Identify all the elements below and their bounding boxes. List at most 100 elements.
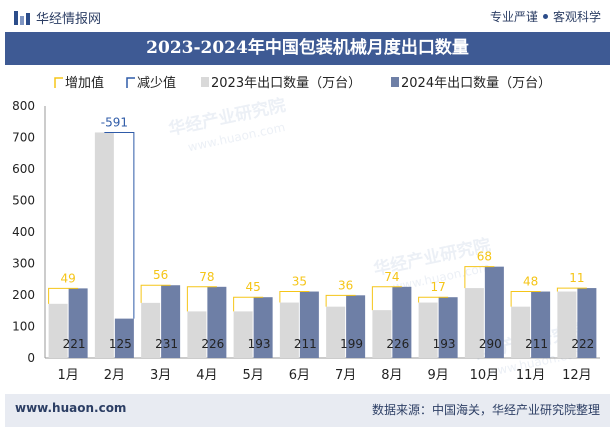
y-tick-label: 500 — [12, 194, 35, 208]
change-bracket — [418, 296, 449, 303]
change-label: 45 — [245, 280, 260, 294]
y-tick-label: 0 — [27, 351, 35, 365]
change-bracket — [104, 131, 135, 319]
brand-name: 华经情报网 — [36, 12, 102, 27]
tagline-left: 专业严谨 — [489, 10, 538, 24]
bar-2023 — [418, 302, 438, 358]
bar-2024 — [253, 297, 273, 358]
y-tick-label: 600 — [12, 162, 35, 176]
x-tick-label: 7月 — [335, 368, 356, 383]
y-tick-label: 400 — [12, 225, 35, 239]
bar-2023 — [279, 302, 299, 358]
bar-2024 — [161, 285, 181, 358]
footer-url[interactable]: www.huaon.com — [15, 401, 127, 415]
x-tick-label: 9月 — [427, 368, 448, 383]
y-tick-label: 800 — [12, 99, 35, 113]
x-tick-label: 4月 — [196, 368, 217, 383]
change-bracket — [464, 266, 495, 289]
value-label-2024: 211 — [294, 337, 317, 351]
change-bracket — [233, 296, 264, 312]
change-label: 48 — [523, 275, 538, 289]
tagline-right: 客观科学 — [552, 10, 601, 24]
bar-2023 — [141, 302, 161, 358]
legend-label-increase: 增加值 — [65, 75, 104, 91]
change-label: 74 — [384, 270, 399, 284]
bar-2024 — [484, 266, 504, 358]
value-label-2024: 226 — [386, 337, 409, 351]
tagline: 专业严谨 客观科学 — [490, 8, 601, 25]
value-label-2024: 290 — [479, 337, 502, 351]
value-label-2024: 125 — [109, 337, 132, 351]
legend-label-2023: 2023年出口数量（万台） — [211, 76, 361, 91]
change-bracket — [48, 287, 79, 304]
bar-2024 — [207, 286, 227, 358]
bar-2023 — [187, 311, 207, 358]
x-tick-label: 6月 — [289, 368, 310, 383]
footer: www.huaon.com 数据来源：中国海关，华经产业研究院整理 — [5, 394, 610, 427]
bar-2023 — [464, 288, 484, 358]
legend-swatch-increase — [54, 77, 63, 88]
value-label-2024: 231 — [155, 337, 178, 351]
bar-2024 — [577, 288, 597, 358]
brand: 华经情报网 — [14, 8, 101, 27]
value-label-2024: 211 — [525, 337, 548, 351]
bar-2023 — [233, 311, 253, 358]
top-bar: 华经情报网 专业严谨 客观科学 — [0, 0, 615, 32]
value-label-2024: 193 — [248, 337, 271, 351]
change-label: 36 — [338, 278, 353, 292]
x-tick-label: 10月 — [470, 368, 500, 383]
change-label: -591 — [101, 115, 128, 129]
change-label: 68 — [477, 250, 492, 264]
logo-icon — [14, 10, 30, 25]
x-tick-label: 11月 — [516, 368, 546, 383]
dot-icon — [542, 14, 548, 19]
change-label: 35 — [292, 275, 307, 289]
x-tick-label: 8月 — [381, 368, 402, 383]
change-bracket — [556, 287, 587, 292]
change-label: 49 — [60, 271, 75, 285]
change-bracket — [510, 291, 541, 307]
change-bracket — [325, 294, 356, 307]
change-bracket — [371, 286, 402, 311]
legend-label-decrease: 减少值 — [137, 75, 176, 91]
y-tick-label: 200 — [12, 288, 35, 302]
y-tick-label: 300 — [12, 257, 35, 271]
value-label-2024: 226 — [201, 337, 224, 351]
value-label-2024: 199 — [340, 337, 363, 351]
bar-2024 — [531, 291, 551, 358]
bar-chart: 华经产业研究院www.huaon.com华经产业研究院www.huaon.com… — [12, 75, 600, 383]
footer-source: 数据来源：中国海关，华经产业研究院整理 — [371, 403, 600, 417]
value-label-2024: 221 — [63, 337, 86, 351]
x-tick-label: 2月 — [104, 368, 125, 383]
x-tick-label: 1月 — [57, 368, 78, 383]
bar-2024 — [114, 318, 134, 358]
bar-2024 — [299, 291, 319, 358]
y-tick-label: 700 — [12, 131, 35, 145]
legend-swatch-2023 — [201, 77, 209, 87]
change-label: 17 — [430, 280, 445, 294]
bar-2024 — [392, 286, 412, 358]
x-tick-label: 5月 — [242, 368, 263, 383]
legend-label-2024: 2024年出口数量（万台） — [401, 76, 551, 91]
chart-title: 2023-2024年中国包装机械月度出口数量 — [5, 32, 610, 65]
change-label: 56 — [153, 268, 168, 282]
y-tick-label: 100 — [12, 320, 35, 334]
x-tick-label: 12月 — [562, 368, 592, 383]
bar-2023 — [372, 310, 392, 358]
bar-2023 — [94, 132, 114, 358]
change-label: 11 — [569, 271, 584, 285]
bar-2024 — [68, 288, 88, 358]
value-label-2024: 193 — [433, 337, 456, 351]
value-label-2024: 222 — [571, 337, 594, 351]
bar-2024 — [438, 297, 458, 358]
x-tick-label: 3月 — [150, 368, 171, 383]
bar-2023 — [48, 303, 68, 358]
bar-2023 — [511, 306, 531, 358]
change-bracket — [279, 291, 310, 303]
legend-swatch-decrease — [126, 77, 135, 88]
bar-2024 — [346, 295, 366, 358]
change-bracket — [140, 284, 171, 303]
change-bracket — [186, 286, 217, 312]
bar-2023 — [557, 291, 577, 358]
change-label: 78 — [199, 270, 214, 284]
